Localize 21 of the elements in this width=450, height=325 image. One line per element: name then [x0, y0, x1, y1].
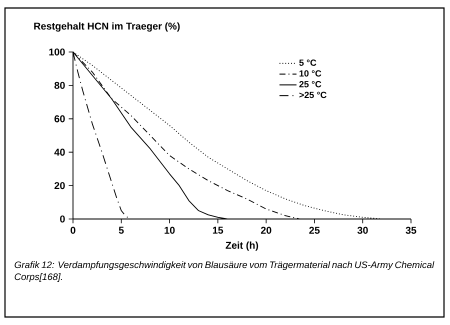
- y-tick-label: 0: [60, 215, 65, 223]
- x-tick-label: 15: [212, 226, 224, 234]
- x-axis-title: Zeit (h): [226, 242, 258, 251]
- x-tick-label: 30: [357, 226, 368, 234]
- y-tick-label: 100: [49, 48, 65, 56]
- x-tick-label: 25: [309, 226, 320, 234]
- legend-label: 10 °C: [300, 70, 322, 77]
- text: Grafik 12: Verdampfungsgeschwindigkeit von Blausäure vom Trägermaterial nach US-Army Chemical Corps[168].: [14, 261, 434, 282]
- legend-label: >25 °C: [299, 92, 326, 98]
- x-tick-label: 20: [260, 226, 272, 234]
- y-tick-label: 60: [54, 115, 65, 122]
- y-tick-label: 20: [54, 182, 65, 190]
- y-tick-label: 80: [54, 82, 65, 89]
- x-tick-label: 10: [164, 226, 175, 234]
- x-tick-label: 0: [70, 226, 76, 234]
- y-tick-label: 40: [54, 148, 65, 156]
- x-tick-label: 35: [406, 226, 416, 234]
- y-axis-title: Restgehalt HCN im Traeger (%): [34, 22, 180, 32]
- legend-label: 25 °C: [299, 81, 322, 88]
- x-tick-label: 5: [118, 226, 124, 234]
- legend-label: 5 °C: [299, 60, 316, 66]
